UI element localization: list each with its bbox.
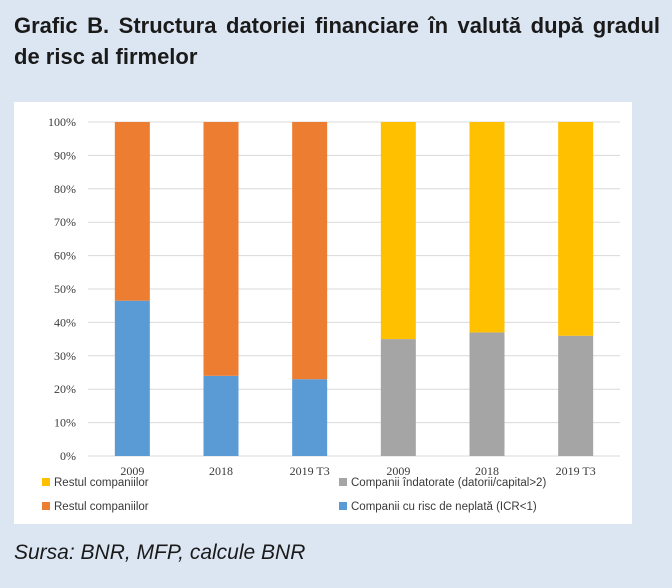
y-tick-label: 70% [54, 215, 76, 229]
bar-segment-series-0-cat-2 [292, 379, 328, 456]
stacked-bar-chart: 0%10%20%30%40%50%60%70%80%90%100% 2009 20… [42, 115, 620, 513]
chart-title: Grafic B. Structura datoriei financiare … [14, 13, 660, 69]
bar-segment-series-2-cat-4 [469, 332, 505, 456]
bar-segment-series-3-cat-3 [380, 122, 416, 340]
y-tick-label: 90% [54, 148, 76, 162]
x-category-label: 2009 [386, 464, 410, 478]
source-note: Sursa: BNR, MFP, calcule BNR [14, 541, 306, 564]
y-tick-label: 30% [54, 349, 76, 363]
legend-swatch [339, 478, 347, 486]
x-category-label: 2018 [475, 464, 499, 478]
legend-label: Companii îndatorate (datorii/capital>2) [351, 477, 546, 489]
legend: Restul companiilor Companii îndatorate (d… [42, 477, 546, 513]
x-category-label: 2019 T3 [290, 464, 330, 478]
bar-segment-series-2-cat-5 [558, 335, 594, 456]
bar-segment-series-0-cat-1 [203, 375, 239, 456]
bar-segment-series-1-cat-1 [203, 122, 239, 376]
y-tick-label: 20% [54, 382, 76, 396]
bar-segment-series-1-cat-2 [292, 122, 328, 380]
bar-segment-series-2-cat-3 [380, 339, 416, 456]
bar-segment-series-3-cat-5 [558, 122, 594, 336]
y-tick-label: 0% [60, 449, 76, 463]
y-tick-label: 60% [54, 249, 76, 263]
y-tick-label: 100% [48, 115, 76, 129]
y-tick-label: 10% [54, 416, 76, 430]
x-axis-categories: 2009 2018 2019 T3 2009 2018 2019 T3 [120, 464, 595, 478]
legend-label: Restul companiilor [54, 501, 149, 513]
bar-segment-series-1-cat-0 [114, 122, 150, 301]
bar-segment-series-0-cat-0 [114, 300, 150, 456]
legend-label: Companii cu risc de neplată (ICR<1) [351, 501, 537, 513]
x-category-label: 2019 T3 [556, 464, 596, 478]
chart-panel: 0% 10% 20% 30% 40% 50% 60% 70% 80% 90% 100% 2009 20… [14, 102, 632, 524]
y-axis-ticks: 0% 10% 20% 30% 40% 50% 60% 70% 80% 90% 100% [48, 115, 76, 463]
legend-swatch [42, 478, 50, 486]
gridlines [88, 121, 620, 457]
bar-segment-series-3-cat-4 [469, 122, 505, 333]
bars [114, 122, 594, 456]
legend-label: Restul companiilor [54, 477, 149, 489]
legend-swatch [339, 502, 347, 510]
y-tick-label: 80% [54, 182, 76, 196]
legend-swatch [42, 502, 50, 510]
x-category-label: 2009 [120, 464, 144, 478]
x-category-label: 2018 [209, 464, 233, 478]
y-tick-label: 40% [54, 315, 76, 329]
y-tick-label: 50% [54, 282, 76, 296]
